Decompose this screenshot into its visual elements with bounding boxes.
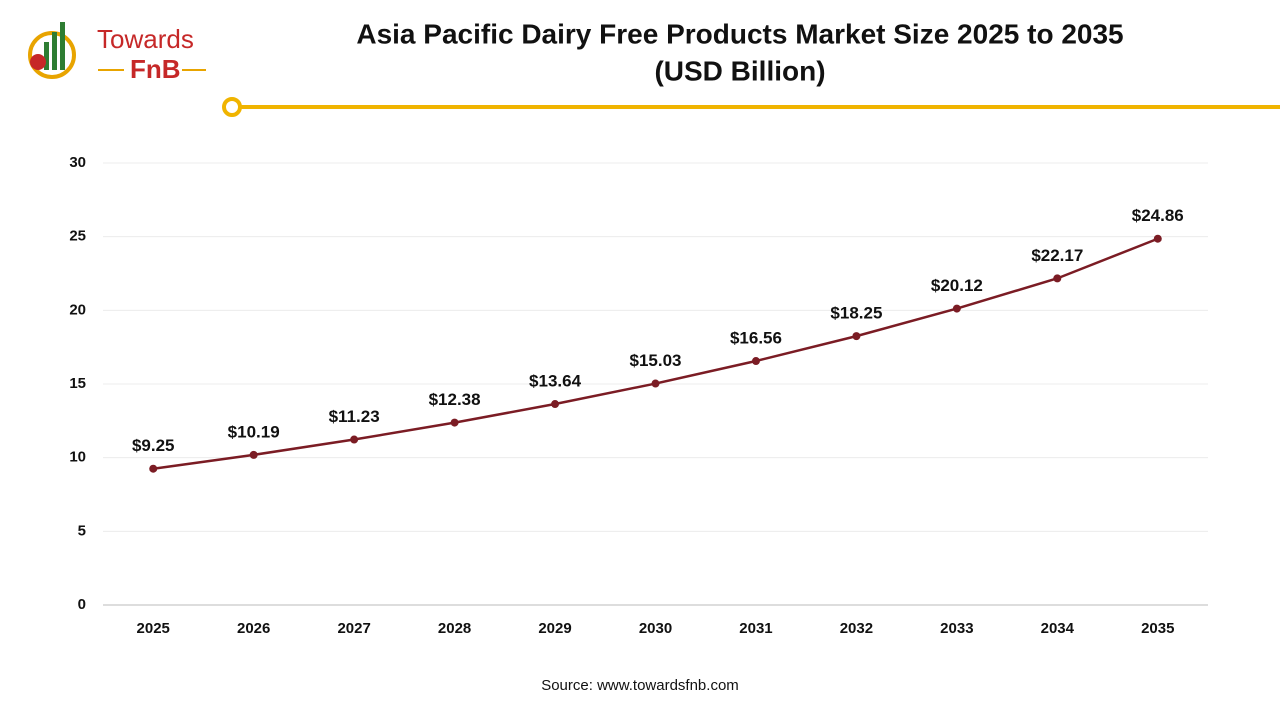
x-tick-label: 2033 [940,620,973,637]
x-tick-label: 2035 [1141,620,1174,637]
logo-text: FnB [130,54,181,84]
point [651,379,660,388]
x-tick-label: 2026 [237,620,270,637]
logo-bar [44,42,49,70]
data-label: $12.38 [429,390,481,409]
logo-bar [52,32,57,70]
point [1053,274,1062,283]
y-tick-label: 5 [78,522,86,539]
y-tick-label: 20 [69,301,86,318]
x-tick-label: 2034 [1041,620,1075,637]
chart-title: (USD Billion) [654,55,825,86]
source: Source: www.towardsfnb.com [541,677,739,694]
y-tick-label: 15 [69,375,86,392]
x-tick-label: 2028 [438,620,471,637]
y-tick-label: 0 [78,596,86,613]
data-label: $11.23 [329,407,380,426]
x-tick-label: 2031 [739,620,772,637]
x-tick-label: 2032 [840,620,873,637]
y-tick-label: 10 [69,449,86,466]
point [751,357,760,366]
logo-dot [30,54,46,70]
chart-title: Asia Pacific Dairy Free Products Market … [356,18,1123,49]
logo-bar [60,22,65,70]
logo: Towards FnB [28,22,206,84]
data-label: $10.19 [228,422,280,441]
point [1153,234,1162,243]
data-label: $13.64 [529,372,582,391]
point [852,332,861,341]
x-tick-label: 2027 [337,620,370,637]
data-label: $9.25 [132,436,175,455]
x-tick-label: 2030 [639,620,672,637]
x-tick-label: 2029 [538,620,571,637]
header-dot [222,97,242,117]
point [249,450,258,459]
point [551,400,560,409]
data-label: $18.25 [830,304,882,323]
x-tick-label: 2025 [137,620,170,637]
data-label: $15.03 [630,351,682,370]
data-label: $16.56 [730,329,782,348]
point [350,435,359,444]
point [450,418,459,427]
data-label: $22.17 [1031,246,1083,265]
point [149,464,158,473]
data-label: $24.86 [1132,206,1184,225]
y-tick-label: 30 [69,154,86,171]
data-label: $20.12 [931,276,983,295]
logo-text: Towards [97,24,194,54]
point [952,304,961,313]
y-tick-label: 25 [69,228,86,245]
